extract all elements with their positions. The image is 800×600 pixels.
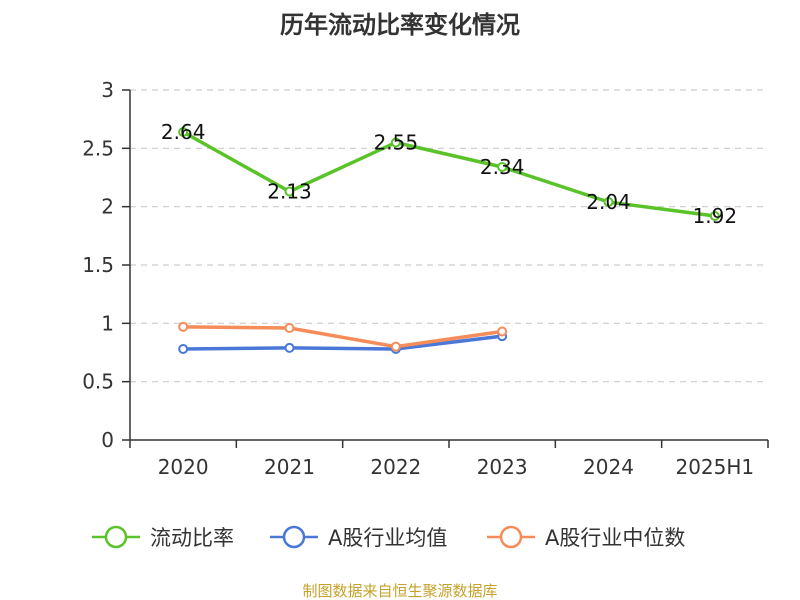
y-tick-label: 1 bbox=[101, 311, 114, 335]
data-point bbox=[603, 197, 614, 207]
data-point bbox=[497, 326, 508, 337]
legend-label: A股行业均值 bbox=[328, 526, 447, 550]
x-tick-label: 2021 bbox=[264, 455, 315, 479]
series-line bbox=[183, 325, 503, 349]
y-tick-label: 0 bbox=[101, 428, 114, 452]
legend-item-1[interactable]: 流动比率 bbox=[92, 525, 234, 550]
data-label: 2.04 bbox=[586, 190, 631, 214]
data-point bbox=[390, 137, 401, 148]
data-label: 2.64 bbox=[161, 120, 206, 144]
series-line bbox=[182, 130, 716, 218]
data-label: 2.34 bbox=[480, 155, 525, 179]
data-point bbox=[178, 321, 189, 332]
legend-label: A股行业中位数 bbox=[545, 526, 685, 550]
legend-item-3[interactable]: A股行业中位数 bbox=[487, 525, 685, 550]
data-point bbox=[284, 342, 295, 353]
axes: 0 0.5 1 1.5 2 2.5 3 2020 2021 2022 2023 2024 2025H1 bbox=[82, 78, 769, 479]
y-tick-label: 1.5 bbox=[82, 253, 114, 277]
legend: 流动比率 A股行业均值 A股行业中位数 bbox=[92, 525, 685, 550]
y-tick-label: 0.5 bbox=[82, 370, 114, 394]
series-1 bbox=[178, 127, 720, 221]
data-point bbox=[284, 186, 295, 197]
data-point bbox=[497, 162, 508, 172]
legend-label: 流动比率 bbox=[150, 526, 234, 550]
data-labels: 2.64 2.13 2.55 2.34 2.04 1.92 bbox=[161, 120, 737, 228]
y-tick-label: 2 bbox=[101, 195, 114, 219]
data-point bbox=[178, 344, 189, 354]
series-2 bbox=[178, 331, 508, 354]
legend-marker bbox=[104, 525, 128, 549]
legend-marker bbox=[499, 525, 523, 549]
source-note: 制图数据来自恒生聚源数据库 bbox=[302, 582, 497, 600]
x-tick-label: 2022 bbox=[370, 455, 421, 479]
legend-item-2[interactable]: A股行业均值 bbox=[270, 525, 447, 550]
data-label: 1.92 bbox=[693, 204, 738, 228]
series-3 bbox=[178, 321, 508, 352]
series-line bbox=[183, 334, 503, 351]
data-point bbox=[390, 341, 401, 352]
legend-marker bbox=[282, 525, 306, 549]
x-tick-label: 2025H1 bbox=[675, 455, 754, 479]
x-tick-label: 2020 bbox=[158, 455, 209, 479]
y-tick-label: 2.5 bbox=[82, 136, 114, 160]
grid bbox=[130, 89, 768, 383]
data-point bbox=[284, 323, 295, 333]
chart-title: 历年流动比率变化情况 bbox=[280, 11, 520, 39]
data-point bbox=[709, 211, 720, 221]
y-tick-label: 3 bbox=[101, 78, 114, 102]
x-tick-label: 2024 bbox=[583, 455, 634, 479]
data-label: 2.55 bbox=[374, 131, 419, 155]
data-label: 2.13 bbox=[267, 180, 312, 204]
data-point bbox=[178, 127, 189, 137]
series-layer bbox=[178, 127, 720, 354]
x-tick-label: 2023 bbox=[477, 455, 528, 479]
